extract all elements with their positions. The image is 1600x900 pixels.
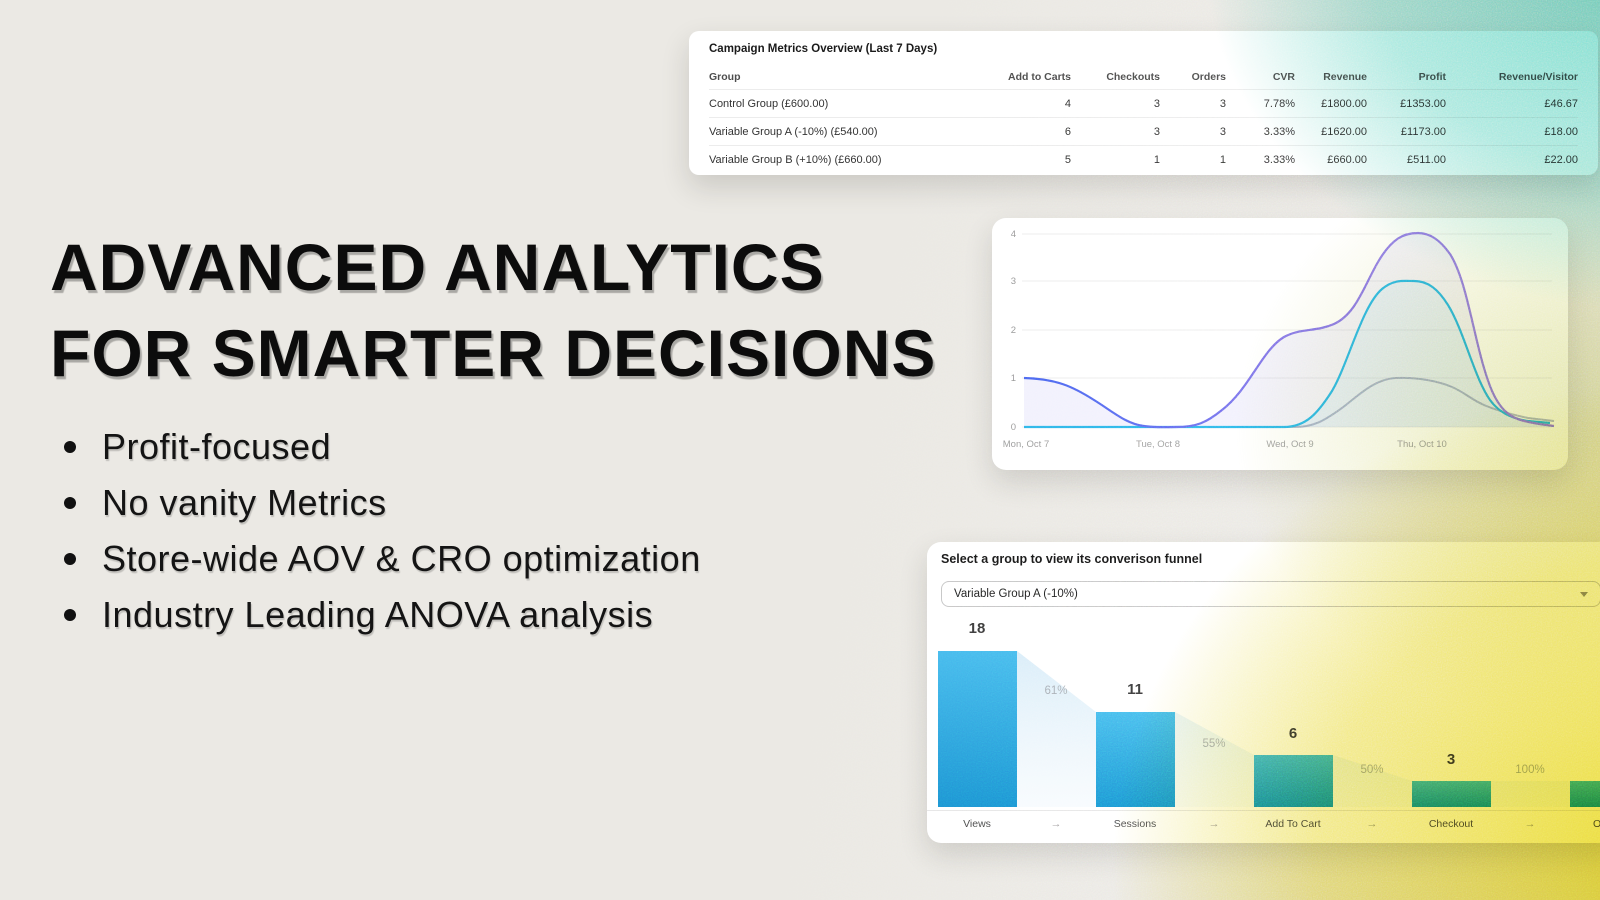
y-tick: 0 [1011,422,1016,433]
metrics-table-card: Campaign Metrics Overview (Last 7 Days) … [689,31,1598,175]
bullet-dot-icon [64,441,76,453]
feature-text: Profit-focused [102,426,332,467]
cell-group: Variable Group B (+10%) (£660.00) [709,153,882,166]
arrow-right-icon: → [1208,818,1220,830]
bullet-dot-icon [64,553,76,565]
col-header-group: Group [709,70,741,83]
cell: £1173.00 [1400,125,1446,138]
funnel-percent: 61% [1044,685,1068,697]
cell: £46.67 [1544,97,1578,110]
page-title-line1: ADVANCED ANALYTICS [50,230,825,304]
cell: 5 [1064,153,1071,166]
line-chart: 4 3 2 1 0 Mon, Oct 7 Tue, Oct 8 Wed, Oct… [1003,229,1555,450]
arrow-right-icon: → [1050,818,1062,830]
table-header-row: Group Add to Carts Checkouts Orders CVR … [709,64,1578,89]
funnel-bar-views [938,651,1017,807]
cell: 1 [1153,153,1160,166]
cell: £22.00 [1544,153,1578,166]
col-header-profit: Profit [1418,70,1446,83]
bullet-dot-icon [64,609,76,621]
feature-text: Store-wide AOV & CRO optimization [102,538,701,579]
table-row: Control Group (£600.00) 4 3 3 7.78% £180… [709,89,1578,117]
cell: 4 [1064,97,1071,110]
cell-group: Variable Group A (-10%) (£540.00) [709,125,878,138]
funnel-value: 3 [1579,751,1600,768]
cell: 1 [1219,153,1226,166]
col-header-orders: Orders [1191,70,1226,83]
funnel-bar-add-to-cart [1254,755,1333,807]
col-header-cvr: CVR [1272,70,1295,83]
list-item: No vanity Metrics [56,475,701,531]
funnel-stage-label: Sessions [1113,818,1157,830]
x-tick: Mon, Oct 7 [1003,439,1049,450]
funnel-value: 18 [968,620,986,637]
list-item: Store-wide AOV & CRO optimization [56,531,701,587]
funnel-bar-sessions [1096,712,1175,807]
feature-list: Profit-focused No vanity Metrics Store-w… [56,419,701,643]
funnel-stage-label: Add To Cart [1265,818,1321,830]
cell: 3 [1219,125,1226,138]
col-header-revenue: Revenue [1323,70,1367,83]
list-item: Industry Leading ANOVA analysis [56,587,701,643]
cell: 3 [1153,97,1160,110]
page-title: ADVANCED ANALYTICS FOR SMARTER DECISIONS [50,224,936,396]
funnel-stage-label: Checkout [1428,818,1474,830]
cell-group: Control Group (£600.00) [709,97,829,110]
cell: £660.00 [1327,153,1367,166]
cell: 3.33% [1263,125,1295,138]
y-tick: 3 [1011,276,1016,287]
cell: 3 [1219,97,1226,110]
feature-text: No vanity Metrics [102,482,387,523]
y-tick: 1 [1011,373,1016,384]
table-row: Variable Group A (-10%) (£540.00) 6 3 3 … [709,117,1578,145]
page-title-line2: FOR SMARTER DECISIONS [50,316,937,390]
x-tick: Tue, Oct 8 [1136,439,1180,450]
bullet-dot-icon [64,497,76,509]
funnel-bar-checkout [1412,781,1491,807]
cell: 3.33% [1263,153,1295,166]
table-row: Variable Group B (+10%) (£660.00) 5 1 1 … [709,145,1578,173]
funnel-value: 6 [1288,725,1298,742]
funnel-percent: 100% [1515,764,1545,776]
cell: 6 [1064,125,1071,138]
cell: £18.00 [1544,125,1578,138]
cell: £511.00 [1407,153,1446,166]
funnel-baseline [927,810,1600,811]
funnel-card: Select a group to view its converison fu… [927,542,1600,843]
funnel-bar-orders [1570,781,1600,807]
x-axis: Mon, Oct 7 Tue, Oct 8 Wed, Oct 9 Thu, Oc… [1003,439,1447,450]
cell: £1620.00 [1321,125,1367,138]
table-title: Campaign Metrics Overview (Last 7 Days) [709,43,938,55]
arrow-right-icon: → [1366,818,1378,830]
metrics-table: Group Add to Carts Checkouts Orders CVR … [709,64,1578,173]
col-header-checkouts: Checkouts [1106,70,1160,83]
cell: 3 [1153,125,1160,138]
cell: £1353.00 [1400,97,1446,110]
y-axis: 4 3 2 1 0 [1011,229,1016,433]
funnel-stage-label: Views [963,818,991,830]
y-tick: 2 [1011,325,1016,336]
arrow-right-icon: → [1524,818,1536,830]
funnel-stage-label: Orders [1592,818,1600,830]
col-header-revenue-visitor: Revenue/Visitor [1498,70,1578,83]
funnel-percent: 55% [1202,738,1226,750]
cell: £1800.00 [1321,97,1367,110]
cell: 7.78% [1263,97,1295,110]
x-tick: Thu, Oct 10 [1397,439,1447,450]
funnel-value: 3 [1446,751,1456,768]
y-tick: 4 [1011,229,1016,240]
list-item: Profit-focused [56,419,701,475]
funnel-value: 11 [1127,681,1143,698]
funnel-percent: 50% [1360,764,1384,776]
col-header-add-to-carts: Add to Carts [1008,70,1071,83]
x-tick: Wed, Oct 9 [1266,439,1313,450]
feature-text: Industry Leading ANOVA analysis [102,594,654,635]
